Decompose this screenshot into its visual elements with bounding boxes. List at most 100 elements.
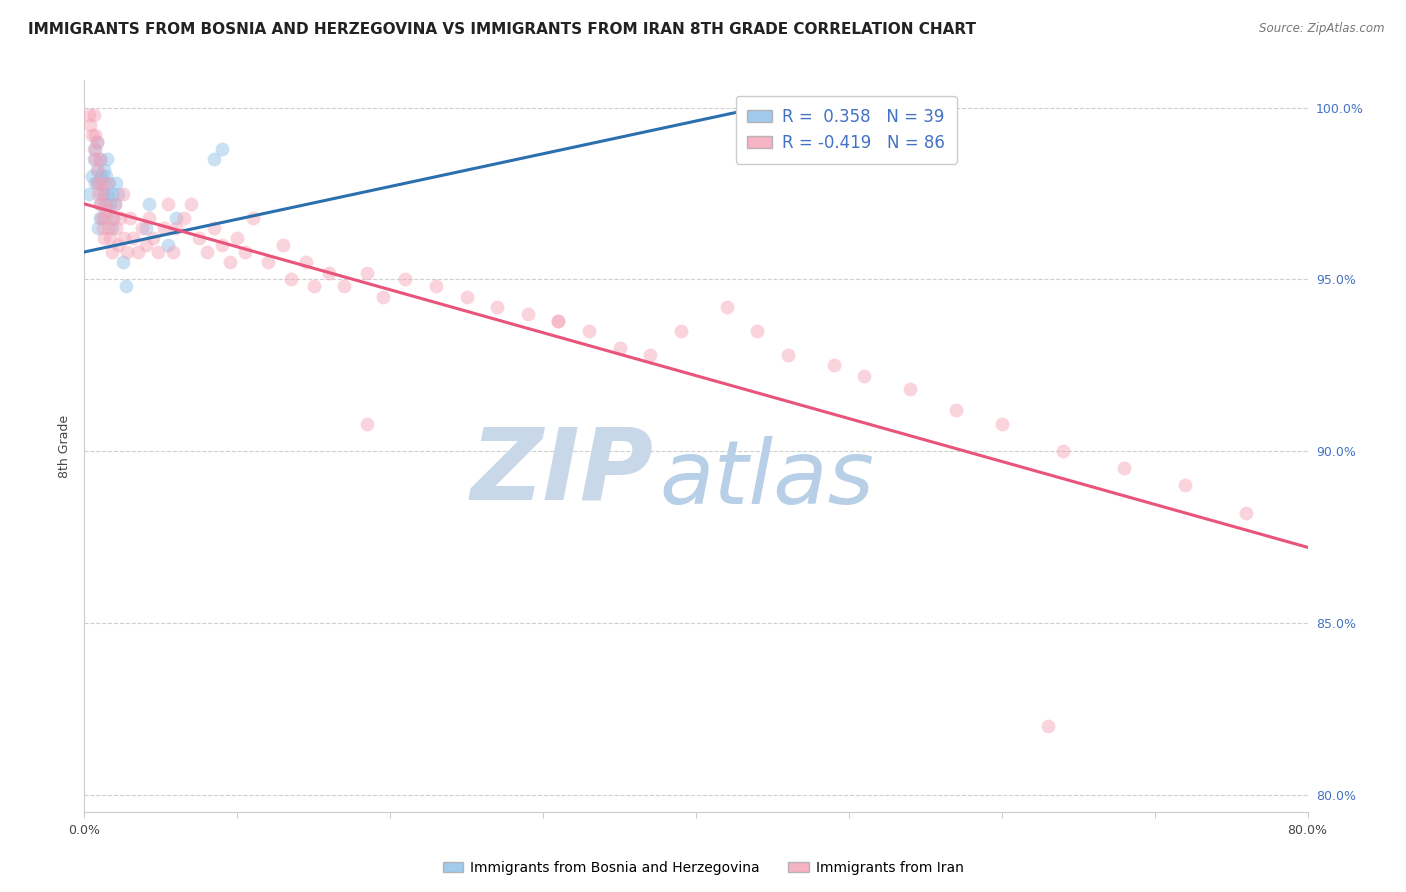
Point (486, 300, 509, 314)
Point (823, 359, 845, 373)
Legend: Immigrants from Bosnia and Herzegovina, Immigrants from Iran: Immigrants from Bosnia and Herzegovina, … (437, 855, 969, 880)
Point (90, 176, 112, 190)
Point (84, 153, 107, 167)
Point (93, 162, 115, 177)
Point (86, 162, 108, 177)
Point (180, 197, 202, 211)
Point (115, 244, 138, 259)
Point (165, 221, 187, 235)
Y-axis label: 8th Grade: 8th Grade (58, 415, 72, 477)
Point (87, 221, 110, 235)
Point (90, 186, 112, 201)
Point (86, 135, 108, 149)
Point (91, 221, 114, 235)
Point (114, 279, 136, 293)
Point (77, 107, 100, 121)
Point (153, 221, 176, 235)
Point (87, 186, 110, 201)
Point (96, 176, 118, 190)
Point (280, 272, 302, 286)
Point (87, 176, 110, 190)
Point (173, 211, 195, 225)
Legend: R =  0.358   N = 39, R = -0.419   N = 86: R = 0.358 N = 39, R = -0.419 N = 86 (735, 96, 956, 163)
Point (101, 221, 124, 235)
Point (257, 255, 280, 269)
Point (356, 266, 378, 280)
Point (211, 142, 233, 156)
Point (101, 244, 124, 259)
Point (91, 176, 114, 190)
Point (716, 300, 738, 314)
Point (425, 279, 447, 293)
Point (356, 417, 378, 431)
Point (107, 238, 129, 252)
Point (1174, 478, 1197, 492)
Point (271, 238, 294, 252)
Point (135, 238, 157, 252)
Text: atlas: atlas (659, 436, 875, 522)
Point (638, 348, 661, 362)
Point (94, 211, 117, 225)
Point (86, 176, 108, 190)
Point (105, 176, 128, 190)
Point (195, 244, 218, 259)
Point (101, 186, 124, 201)
Point (103, 211, 125, 225)
Point (103, 211, 125, 225)
Point (776, 348, 799, 362)
Point (138, 197, 160, 211)
Point (578, 324, 600, 338)
Point (89, 153, 111, 167)
Point (218, 255, 240, 269)
Point (898, 382, 921, 396)
Point (94, 197, 117, 211)
Point (89, 211, 111, 225)
Point (93, 186, 115, 201)
Point (162, 244, 184, 259)
Point (120, 211, 142, 225)
Point (87, 162, 110, 177)
Point (93, 197, 115, 211)
Point (111, 255, 134, 269)
Point (202, 221, 225, 235)
Point (83, 107, 105, 121)
Point (165, 211, 187, 225)
Point (83, 142, 105, 156)
Point (135, 221, 157, 235)
Point (547, 313, 569, 327)
Point (93, 231, 115, 245)
Text: ZIP: ZIP (470, 423, 654, 520)
Point (96, 186, 118, 201)
Point (84, 176, 107, 190)
Point (333, 279, 356, 293)
Point (111, 186, 134, 201)
Point (233, 244, 256, 259)
Point (547, 313, 569, 327)
Point (456, 290, 478, 304)
Point (226, 231, 249, 245)
Point (371, 290, 394, 304)
Point (80, 128, 103, 143)
Point (98, 231, 121, 245)
Point (84, 142, 107, 156)
Point (91, 186, 114, 201)
Point (731, 104, 754, 119)
Point (80, 169, 103, 184)
Point (394, 272, 416, 286)
Point (945, 403, 967, 417)
Point (97, 221, 120, 235)
Point (609, 341, 631, 355)
Point (1036, 719, 1059, 733)
Point (83, 153, 105, 167)
Point (516, 307, 538, 321)
Point (104, 197, 127, 211)
Point (84, 128, 107, 143)
Point (146, 244, 169, 259)
Point (89, 197, 111, 211)
Point (112, 231, 135, 245)
Point (96, 203, 118, 218)
Point (131, 221, 153, 235)
Point (127, 244, 149, 259)
Point (211, 238, 233, 252)
Point (142, 231, 165, 245)
